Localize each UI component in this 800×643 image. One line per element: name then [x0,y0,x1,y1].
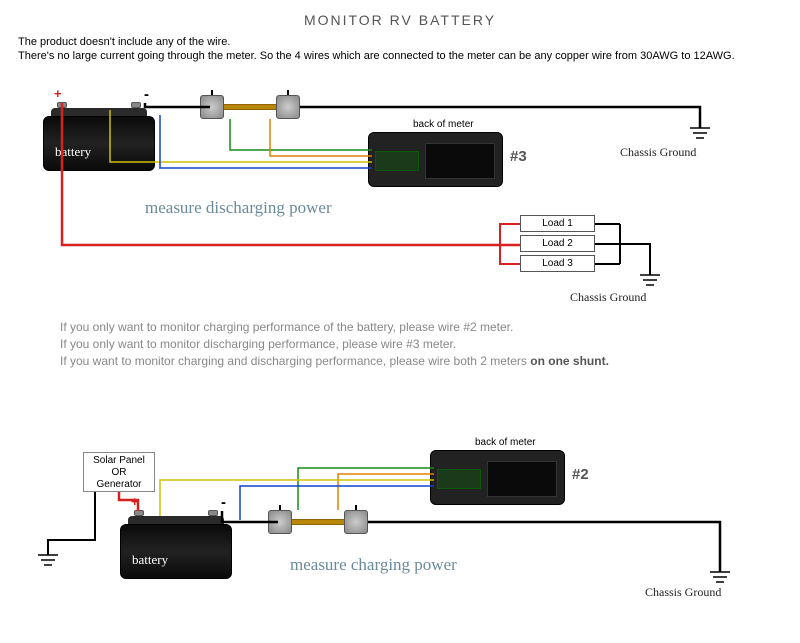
page-title: MONITOR RV BATTERY [0,12,800,28]
measure-discharging-label: measure discharging power [145,198,332,218]
battery-label-d1: battery [55,144,91,160]
chassis-ground-d1b: Chassis Ground [570,290,646,305]
plus-d1: + [54,86,62,101]
meter-d1 [368,132,503,187]
meter2-tag: #2 [572,466,589,483]
minus-d2: - [221,494,226,511]
load-3: Load 3 [520,255,595,272]
back-of-meter-d1: back of meter [413,119,474,130]
mid-line-3: If you want to monitor charging and disc… [60,354,609,368]
battery-d1: battery [43,116,155,171]
chassis-ground-d1a: Chassis Ground [620,145,696,160]
mid-line-1: If you only want to monitor charging per… [60,320,513,334]
load-2: Load 2 [520,235,595,252]
load-1: Load 1 [520,215,595,232]
shunt-d2 [268,510,368,534]
meter-d2 [430,450,565,505]
minus-d1: - [144,86,149,103]
mid-line-3-lead: If you want to monitor charging and disc… [60,354,530,368]
chassis-ground-d2: Chassis Ground [645,585,721,600]
mid-line-3-bold: on one shunt. [530,354,609,368]
back-of-meter-d2: back of meter [475,437,536,448]
battery-label-d2: battery [132,552,168,568]
source-label: Solar Panel OR Generator [93,455,145,490]
measure-charging-label: measure charging power [290,555,457,575]
intro-line-2: There's no large current going through t… [18,50,735,62]
plus-d2: + [131,494,139,509]
mid-line-2: If you only want to monitor discharging … [60,337,456,351]
intro-line-1: The product doesn't include any of the w… [18,36,230,48]
battery-d2: battery [120,524,232,579]
meter3-tag: #3 [510,148,527,165]
shunt-d1 [200,95,300,119]
source-box: Solar Panel OR Generator [83,452,155,492]
